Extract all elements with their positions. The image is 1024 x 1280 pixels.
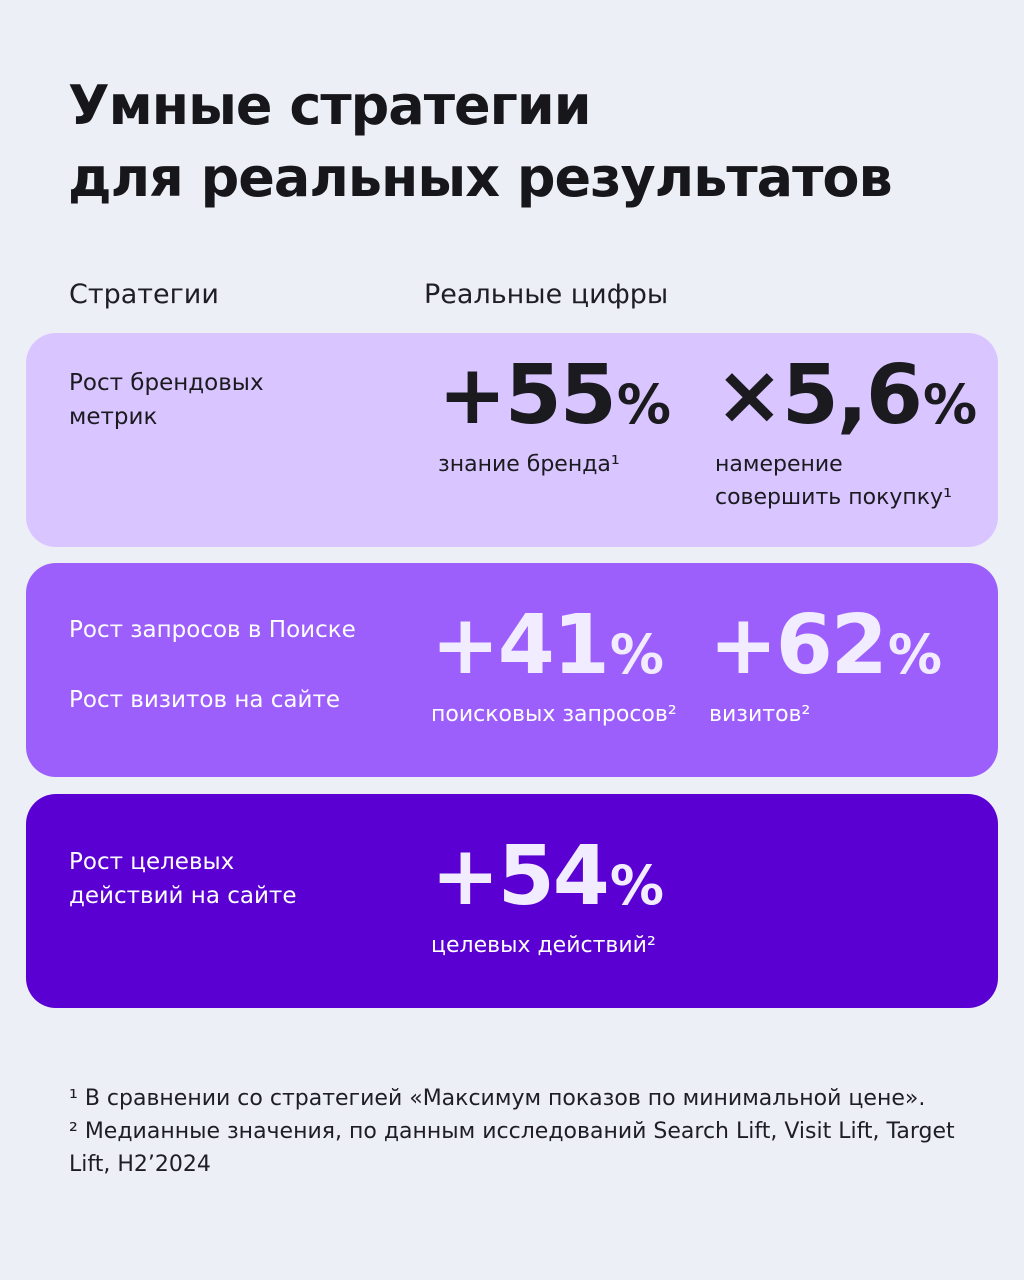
footnotes: ¹ В сравнении со стратегией «Максимум по…	[69, 1082, 969, 1181]
card-label-line: Рост запросов в Поиске	[69, 617, 356, 643]
metric-value: +62%	[709, 598, 942, 693]
metric-description: знание бренда¹	[438, 452, 620, 477]
search-visits-card: Рост запросов в Поиске Рост визитов на с…	[26, 563, 998, 777]
page-title-line-2: для реальных результатов	[68, 146, 893, 209]
card-label-line: Рост визитов на сайте	[69, 687, 340, 713]
metric-target-actions: +54% целевых действий²	[431, 834, 664, 962]
metric-description: поисковых запросов²	[431, 702, 677, 727]
metric-description: визитов²	[709, 702, 811, 727]
target-actions-card: Рост целевых действий на сайте +54% целе…	[26, 794, 998, 1008]
page-title-line-1: Умные стратегии	[68, 74, 592, 137]
brand-metrics-card: Рост брендовых метрик +55% знание бренда…	[26, 333, 998, 547]
metric-search-queries: +41% поисковых запросов²	[431, 603, 677, 731]
metric-brand-awareness: +55% знание бренда¹	[438, 353, 671, 481]
card-label: Рост запросов в Поиске Рост визитов на с…	[69, 613, 356, 717]
card-label: Рост брендовых метрик	[69, 366, 264, 434]
footnote-2: ² Медианные значения, по данным исследов…	[69, 1119, 955, 1177]
card-label: Рост целевых действий на сайте	[69, 845, 296, 913]
page-title: Умные стратегии для реальных результатов	[68, 70, 893, 214]
card-label-line: Рост целевых	[69, 849, 235, 875]
strategies-column-header: Стратегии	[69, 279, 219, 310]
metric-description: целевых действий²	[431, 933, 656, 958]
metric-description: намерение совершить покупку¹	[715, 452, 952, 510]
card-label-line: метрик	[69, 404, 158, 430]
card-label-line: действий на сайте	[69, 883, 297, 909]
metric-value: ×5,6%	[715, 348, 978, 443]
card-label-line: Рост брендовых	[69, 370, 264, 396]
metric-purchase-intent: ×5,6% намерение совершить покупку¹	[715, 353, 977, 514]
real-numbers-column-header: Реальные цифры	[424, 279, 669, 310]
metric-value: +41%	[431, 598, 664, 693]
footnote-1: ¹ В сравнении со стратегией «Максимум по…	[69, 1086, 926, 1111]
metric-value: +54%	[431, 829, 664, 924]
metric-value: +55%	[438, 348, 671, 443]
metric-visits: +62% визитов²	[709, 603, 942, 731]
